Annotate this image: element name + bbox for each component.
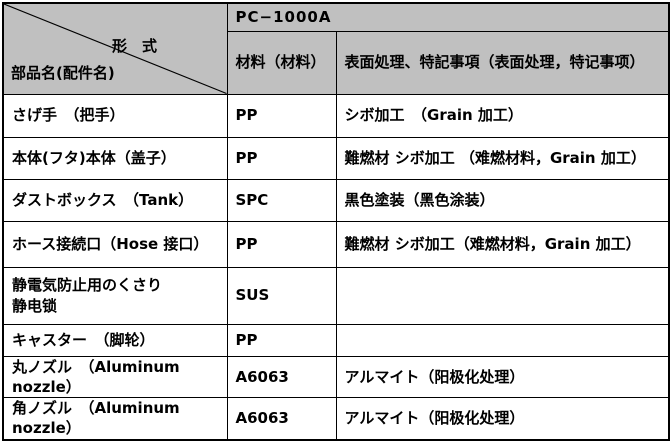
surface-cell: アルマイト（阳极化处理） [335,355,670,398]
surface-cell [335,266,670,325]
model-header-cell: PC−1000A [226,2,670,32]
surface-cell [335,323,670,357]
part-name-cell: ダストボックス （Tank） [2,178,228,222]
surface-cell: 難燃材 シボ加工（难燃材料，Grain 加工） [335,220,670,268]
corner-label-model-type: 形 式 [112,37,158,55]
part-name-cell: キャスター （脚轮） [2,323,228,357]
table-row: キャスター （脚轮） PP [2,323,670,357]
surface-cell: 難燃材 シボ加工 （难燃材料，Grain 加工） [335,136,670,180]
table-row: 角ノズル （Aluminum nozzle） A6063 アルマイト（阳极化处理… [2,397,670,440]
part-name-cell: さげ手 （把手） [2,93,228,138]
corner-header-cell: 形 式 部品名(配件名) [2,2,228,95]
part-name-cell: 丸ノズル （Aluminum nozzle） [2,355,228,398]
surface-cell: アルマイト（阳极化处理） [335,397,670,440]
table-row: 本体(フタ)本体（盖子） PP 難燃材 シボ加工 （难燃材料，Grain 加工） [2,136,670,180]
part-name-cell: 静電気防止用のくさり 静电锁 [2,266,228,325]
material-cell: SPC [226,178,337,222]
table-row: ホース接続口（Hose 接口） PP 難燃材 シボ加工（难燃材料，Grain 加… [2,220,670,268]
table-row: さげ手 （把手） PP シボ加工 （Grain 加工） [2,93,670,138]
part-name-cell: 角ノズル （Aluminum nozzle） [2,397,228,440]
material-cell: PP [226,323,337,357]
surface-column-header: 表面処理、特記事項（表面处理，特记事项） [335,30,670,95]
material-cell: A6063 [226,355,337,398]
material-column-header: 材料（材料） [226,30,337,95]
table-row: ダストボックス （Tank） SPC 黒色塗装（黑色涂装） [2,178,670,222]
header-row-model: 形 式 部品名(配件名) PC−1000A [2,2,670,95]
material-cell: PP [226,93,337,138]
surface-cell: 黒色塗装（黑色涂装） [335,178,670,222]
part-name-cell: 本体(フタ)本体（盖子） [2,136,228,180]
diagonal-divider [4,4,227,94]
surface-cell: シボ加工 （Grain 加工） [335,93,670,138]
material-cell: A6063 [226,397,337,440]
material-cell: SUS [226,266,337,325]
material-cell: PP [226,136,337,180]
table-row: 丸ノズル （Aluminum nozzle） A6063 アルマイト（阳极化处理… [2,355,670,398]
material-cell: PP [226,220,337,268]
table-row: 静電気防止用のくさり 静电锁 SUS [2,266,670,325]
corner-label-part-name: 部品名(配件名) [11,64,115,83]
part-name-cell: ホース接続口（Hose 接口） [2,220,228,268]
